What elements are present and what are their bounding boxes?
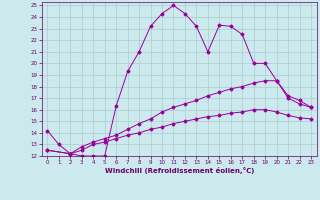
X-axis label: Windchill (Refroidissement éolien,°C): Windchill (Refroidissement éolien,°C) <box>105 167 254 174</box>
